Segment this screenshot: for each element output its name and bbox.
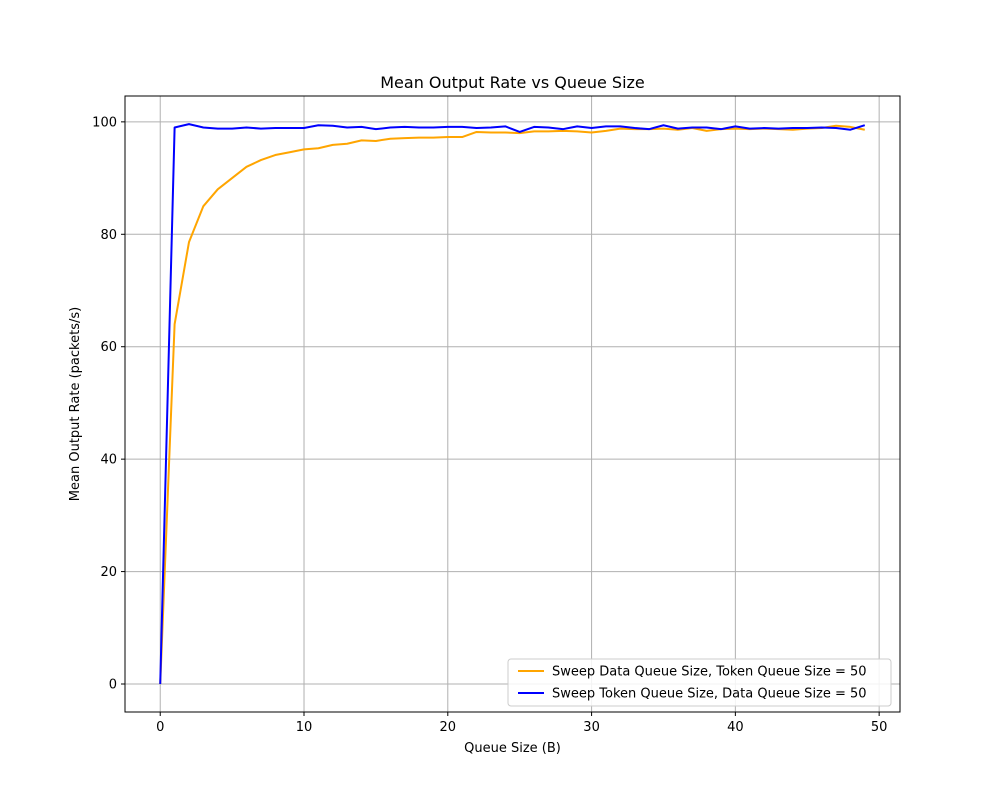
y-axis-label: Mean Output Rate (packets/s) bbox=[68, 307, 83, 501]
chart-title: Mean Output Rate vs Queue Size bbox=[380, 73, 645, 92]
x-tick-label: 20 bbox=[440, 720, 457, 735]
y-tick-label: 100 bbox=[92, 115, 117, 130]
x-tick-label: 30 bbox=[583, 720, 600, 735]
legend: Sweep Data Queue Size, Token Queue Size … bbox=[507, 658, 892, 707]
series-layer bbox=[159, 123, 866, 685]
legend-label-1: Sweep Data Queue Size, Token Queue Size … bbox=[552, 665, 867, 680]
y-tick-label: 0 bbox=[109, 678, 117, 693]
x-tick-label: 0 bbox=[156, 720, 164, 735]
y-tick-label: 80 bbox=[100, 228, 117, 243]
x-tick-label: 10 bbox=[296, 720, 313, 735]
x-tick-label: 50 bbox=[871, 720, 888, 735]
y-tick-label: 60 bbox=[100, 340, 117, 355]
legend-box bbox=[507, 658, 892, 707]
legend-label-2: Sweep Token Queue Size, Data Queue Size … bbox=[552, 687, 867, 702]
y-tick-label: 20 bbox=[100, 565, 117, 580]
y-tick-label: 40 bbox=[100, 453, 117, 468]
x-axis-label: Queue Size (B) bbox=[464, 741, 561, 756]
series-line-2 bbox=[159, 123, 866, 685]
axis-ticks: 0 10 20 30 40 50 0 20 40 60 80 100 bbox=[92, 115, 887, 735]
plot-frame bbox=[124, 95, 901, 713]
grid-lines bbox=[125, 96, 900, 712]
x-tick-label: 40 bbox=[727, 720, 744, 735]
